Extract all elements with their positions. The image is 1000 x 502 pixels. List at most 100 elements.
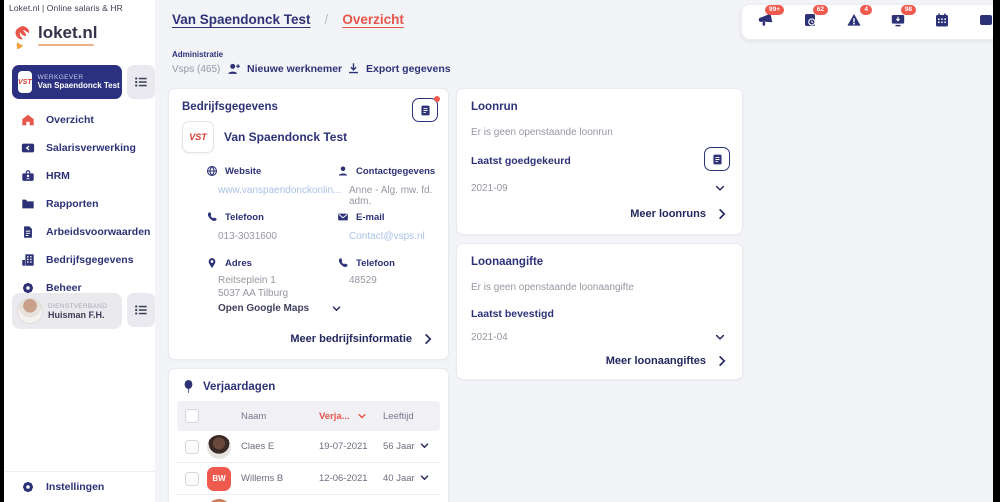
card-title: Bedrijfsgegevens: [182, 101, 278, 113]
verjaardagen-card: Verjaardagen Naam Verja... Leeftijd Clae…: [168, 368, 449, 502]
sidebar-item-beheer[interactable]: Beheer: [4, 274, 155, 302]
loonaangifte-empty-text: Er is geen openstaande loonaangifte: [471, 282, 634, 293]
dienstverband-label: DIENSTVERBAND: [48, 302, 108, 310]
phone2-value: 48529: [349, 275, 377, 286]
export-data-button[interactable]: Export gegevens: [347, 62, 451, 75]
downloads-badge: 98: [900, 4, 916, 15]
pending-tasks-badge: 62: [812, 4, 828, 15]
monitor-download-icon: [890, 12, 906, 28]
administratie-value: Vsps (465): [172, 64, 221, 75]
chevron-down-icon: [331, 303, 342, 314]
breadcrumb-separator: /: [324, 12, 329, 27]
document-icon: [21, 225, 35, 239]
dienstverband-selector[interactable]: DIENSTVERBAND Huisman F.H.: [12, 293, 122, 329]
sidebar-item-salarisverwerking[interactable]: Salarisverwerking: [4, 134, 155, 162]
gear-icon: [21, 281, 35, 295]
column-naam[interactable]: Naam: [241, 410, 267, 422]
row-age: 56 Jaar: [383, 441, 415, 452]
briefcase-person-icon: [21, 169, 35, 183]
address-label: Adres: [206, 257, 252, 269]
clipped-toolbar-button[interactable]: [978, 12, 994, 33]
row-checkbox[interactable]: [185, 471, 199, 486]
sidebar-item-hrm[interactable]: HRM: [4, 162, 155, 190]
row-name: Willems B: [241, 473, 284, 484]
breadcrumb-company-link[interactable]: Van Spaendonck Test: [172, 12, 311, 27]
export-data-label: Export gegevens: [366, 62, 451, 75]
download-icon: [347, 62, 360, 75]
new-employee-button[interactable]: Nieuwe werknemer: [227, 62, 342, 76]
note-alert-dot: [434, 96, 440, 102]
row-checkbox[interactable]: [185, 439, 199, 454]
address-line2: 5037 AA Tilburg: [218, 288, 289, 299]
card-title: Loonaangifte: [471, 256, 544, 268]
row-expand-chevron-icon[interactable]: [419, 440, 430, 454]
pending-tasks-button[interactable]: 62: [802, 4, 828, 33]
chevron-down-icon[interactable]: [714, 330, 726, 348]
row-date: 19-07-2021: [319, 441, 368, 452]
loonaangifte-card: Loonaangifte Er is geen openstaande loon…: [456, 243, 743, 380]
partial-icon: [978, 12, 994, 28]
new-employee-label: Nieuwe werknemer: [247, 63, 343, 75]
more-loonaangiftes-link[interactable]: Meer loonaangiftes: [606, 355, 728, 367]
loonaangifte-period: 2021-04: [471, 332, 508, 343]
note-icon: [711, 153, 724, 166]
loonrun-notes-button[interactable]: [704, 147, 730, 171]
address-line1: Reitseplein 1: [218, 275, 276, 286]
company-name: Van Spaendonck Test: [224, 130, 348, 144]
column-verjaardag-sorted[interactable]: Verja...: [319, 411, 367, 422]
folder-icon: [21, 197, 35, 211]
announcements-button[interactable]: 99+: [758, 4, 784, 33]
calendar-button[interactable]: [934, 12, 950, 33]
person-icon: [337, 165, 349, 177]
notification-bar: 99+ 62 4 98: [741, 4, 999, 40]
alerts-button[interactable]: 4: [846, 4, 872, 33]
announcements-badge: 99+: [764, 4, 784, 15]
note-icon: [419, 104, 432, 117]
werkgever-list-button[interactable]: [127, 65, 155, 99]
open-google-maps-link[interactable]: Open Google Maps: [218, 303, 342, 314]
sidebar-item-overzicht[interactable]: Overzicht: [4, 106, 155, 134]
right-black-edge: [993, 0, 1000, 502]
werkgever-selector[interactable]: VST WERKGEVER Van Spaendonck Test: [12, 65, 122, 99]
more-loonruns-link[interactable]: Meer loonruns: [630, 208, 728, 220]
list-icon: [134, 303, 148, 317]
column-leeftijd[interactable]: Leeftijd: [383, 410, 414, 422]
contact-label: Contactgegevens: [337, 165, 435, 177]
sidebar-item-arbeidsvoorwaarden[interactable]: Arbeidsvoorwaarden: [4, 218, 155, 246]
phone-icon: [206, 211, 218, 223]
home-icon: [21, 113, 35, 127]
email-link[interactable]: Contact@vsps.nl: [349, 231, 425, 242]
website-link[interactable]: www.vanspaendonckonlin...: [218, 185, 342, 196]
chevron-down-icon[interactable]: [714, 181, 726, 199]
chevron-right-icon: [716, 208, 728, 220]
app-logo[interactable]: loket.nl: [12, 24, 98, 54]
company-notes-button[interactable]: [412, 96, 440, 122]
more-company-info-link[interactable]: Meer bedrijfsinformatie: [290, 333, 434, 345]
table-row-partial[interactable]: [177, 495, 440, 502]
envelope-icon: [337, 211, 349, 223]
breadcrumb-current-link[interactable]: Overzicht: [342, 12, 404, 27]
phone-icon: [337, 257, 349, 269]
warning-triangle-icon: [846, 12, 862, 28]
dienstverband-list-button[interactable]: [127, 293, 155, 327]
card-title: Verjaardagen: [203, 380, 276, 393]
table-row[interactable]: Claes E 19-07-2021 56 Jaar: [177, 431, 440, 463]
row-expand-chevron-icon[interactable]: [419, 472, 430, 486]
downloads-button[interactable]: 98: [890, 4, 916, 33]
sidebar-item-instellingen[interactable]: Instellingen: [4, 471, 155, 502]
table-row[interactable]: BW Willems B 12-06-2021 40 Jaar: [177, 463, 440, 495]
bedrijfsgegevens-card: Bedrijfsgegevens VST Van Spaendonck Test…: [168, 88, 449, 360]
sidebar-item-bedrijfsgegevens[interactable]: Bedrijfsgegevens: [4, 246, 155, 274]
row-name: Claes E: [241, 441, 275, 452]
alerts-badge: 4: [860, 4, 872, 15]
loonrun-empty-text: Er is geen openstaande loonrun: [471, 127, 613, 138]
loonrun-period: 2021-09: [471, 183, 508, 194]
sidebar-item-rapporten[interactable]: Rapporten: [4, 190, 155, 218]
werkgever-label: WERKGEVER: [37, 74, 84, 81]
balloon-icon: [182, 379, 195, 394]
administratie-label: Administratie: [172, 50, 224, 59]
birthdays-table-header: Naam Verja... Leeftijd: [177, 401, 440, 431]
select-all-checkbox[interactable]: [185, 409, 199, 423]
phone-value: 013-3031600: [218, 231, 277, 242]
